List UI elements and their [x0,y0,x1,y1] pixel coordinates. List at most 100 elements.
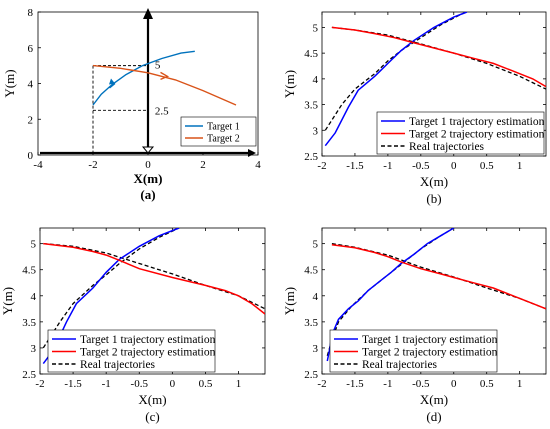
x-tick-label: 2 [200,159,206,171]
y-tick-label: 6 [28,43,34,55]
x-tick-label: -0.5 [412,378,430,390]
x-tick-label: -1 [383,160,392,172]
x-tick-label: 4 [255,159,261,171]
panel-caption: (a) [140,187,155,202]
legend-label-2: Target 2 trajectory estimation [409,129,545,141]
real-trajectory-target-2 [331,242,546,310]
y-tick-label: 2.5 [304,369,318,381]
legend-label-3: Real trajectories [80,359,156,371]
y-tick-label: 2 [28,114,34,126]
y-tick-label: 2.5 [304,151,318,163]
real-trajectory-target-1 [324,12,468,131]
panel-caption: (d) [426,409,441,424]
legend-label-target-1: Target 1 [207,122,240,133]
target-1-arrow-head [109,78,115,85]
target-1-direction-arrow [109,82,116,89]
annotation-2-5: 2.5 [155,105,169,117]
y-axis-label: Y(m) [0,287,15,315]
y-tick-label: 4.5 [22,265,36,277]
legend-label-3: Real trajectories [362,359,438,371]
x-tick-label: -0.5 [412,160,430,172]
legend-label-2: Target 2 trajectory estimation [80,347,216,359]
x-tick-label: -4 [33,159,43,171]
x-axis-label: X(m) [134,171,163,186]
legend-box [180,116,257,147]
x-tick-label: 1 [236,378,242,390]
sensor-marker [141,146,155,154]
target-2-direction-arrow [160,71,170,80]
x-tick-label: -1.5 [346,160,364,172]
x-tick-label: 0 [451,378,457,390]
y-tick-label: 5 [313,22,319,34]
panel-d: -2 -1.5 -1 -0.5 0 0.5 1 2.5 3 3.5 4 4.5 5 Target 1 tr… [282,227,547,424]
x-tick-label: 1 [517,160,523,172]
y-tick-label: 4.5 [304,265,318,277]
axes-frame [321,227,547,375]
x-tick-label: -1 [383,378,392,390]
legend-label-target-2: Target 2 [207,134,240,145]
panel-caption: (c) [145,409,159,424]
x-axis-label: X(m) [138,392,166,407]
y-tick-label: 4.5 [304,48,318,60]
x-tick-label: 0.5 [199,378,213,390]
x-axis-label: X(m) [420,392,448,407]
axes-frame [39,227,266,375]
x-tick-label: 0.5 [480,160,494,172]
x-tick-label: 0 [145,159,151,171]
y-tick-label: 3 [313,125,319,137]
y-tick-label: 0 [28,150,34,162]
real-trajectory-target-2 [43,242,265,310]
y-tick-label: 3.5 [22,317,36,329]
y-tick-label: 3 [31,343,37,355]
vertical-arrow-head [143,8,153,19]
legend-label-1: Target 1 trajectory estimation [80,334,216,346]
panel-c: -2 -1.5 -1 -0.5 0 0.5 1 2.5 3 3.5 4 4.5 5 Target 1 tr… [0,227,266,424]
y-tick-label: 3.5 [304,317,318,329]
y-tick-label: 2.5 [22,369,36,381]
real-trajectory-target-2 [331,26,546,90]
x-tick-label: -1 [102,378,111,390]
axes-frame [321,11,547,157]
x-tick-label: 0 [170,378,176,390]
y-tick-label: 3 [313,343,319,355]
y-axis-label: Y(m) [2,69,17,97]
x-axis-label: X(m) [420,174,448,189]
x-tick-label: -2 [88,159,97,171]
y-tick-label: 5 [313,239,319,251]
legend-label-1: Target 1 trajectory estimation [409,116,545,128]
y-tick-label: 4 [313,74,319,86]
x-tick-label: 0.5 [480,378,494,390]
legend-label-2: Target 2 trajectory estimation [362,347,498,359]
plot-area [324,12,546,147]
x-tick-label: -2 [317,160,326,172]
target-2-estimation-line [43,242,265,315]
target-1-estimation-line [324,12,468,147]
legend-label-1: Target 1 trajectory estimation [362,334,498,346]
x-tick-label: 0 [451,160,457,172]
y-tick-label: 4 [28,79,34,91]
y-tick-label: 3.5 [304,100,318,112]
target-2-estimation-line [331,26,546,88]
x-tick-label: 1 [517,378,523,390]
series-line-target-2 [92,64,237,106]
y-tick-label: 4 [31,291,37,303]
x-tick-label: -2 [317,378,326,390]
y-tick-label: 8 [28,7,34,19]
legend-label-3: Real trajectories [409,141,485,153]
y-axis-label: Y(m) [282,287,297,315]
x-tick-label: -1.5 [346,378,364,390]
panel-caption: (b) [426,191,441,206]
annotation-5: 5 [155,60,161,72]
panel-b: -2 -1.5 -1 -0.5 0 0.5 1 2.5 3 3.5 4 4.5 5 Target 1 tr… [282,11,547,206]
y-axis-label: Y(m) [282,70,297,98]
target-2-estimation-line [331,243,546,310]
y-tick-label: 5 [31,239,37,251]
y-tick-label: 4 [313,291,319,303]
x-tick-label: -1.5 [64,378,82,390]
